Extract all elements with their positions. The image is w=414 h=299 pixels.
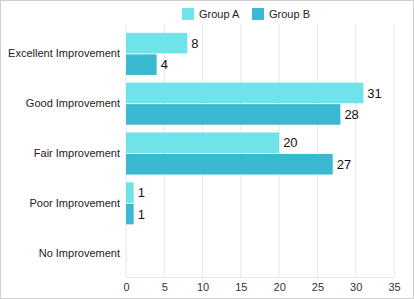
legend-item: Group A bbox=[182, 8, 240, 20]
grid-line bbox=[394, 24, 395, 277]
y-tick-label: Good Improvement bbox=[26, 97, 120, 109]
x-tick: 25 bbox=[312, 277, 324, 293]
legend-swatch bbox=[182, 8, 194, 20]
legend-label: Group A bbox=[199, 8, 240, 20]
x-tick-label: 35 bbox=[388, 281, 400, 293]
grid-line bbox=[317, 24, 318, 277]
bar bbox=[126, 132, 279, 153]
frame bbox=[1, 1, 414, 299]
data-labels: 8 31 20 1 4 28 27 1 bbox=[138, 36, 382, 222]
y-tick-label: Excellent Improvement bbox=[8, 47, 120, 59]
bar bbox=[126, 154, 333, 175]
y-tick-label: Poor Improvement bbox=[30, 197, 120, 209]
x-tick: 0 bbox=[123, 277, 129, 293]
x-tick: 35 bbox=[388, 277, 400, 293]
x-axis-line bbox=[127, 277, 395, 278]
y-tick: Fair Improvement bbox=[34, 147, 126, 159]
data-label: 20 bbox=[283, 135, 297, 150]
legend-item: Group B bbox=[252, 8, 310, 20]
y-tick: No Improvement bbox=[39, 247, 126, 259]
x-tick: 5 bbox=[162, 277, 168, 293]
bars bbox=[126, 33, 363, 224]
y-tick-label: Fair Improvement bbox=[34, 147, 120, 159]
y-tick-label: No Improvement bbox=[39, 247, 120, 259]
data-label: 4 bbox=[161, 57, 168, 72]
legend: Group A Group B bbox=[182, 8, 310, 20]
x-tick-label: 0 bbox=[123, 281, 129, 293]
x-tick-label: 30 bbox=[350, 281, 362, 293]
y-tick: Poor Improvement bbox=[30, 197, 126, 209]
x-axis: 0 5 10 15 20 25 30 35 bbox=[123, 277, 400, 293]
y-tick: Excellent Improvement bbox=[8, 47, 126, 59]
x-tick: 10 bbox=[197, 277, 209, 293]
bar bbox=[126, 204, 134, 225]
grid bbox=[126, 24, 394, 277]
legend-label: Group B bbox=[269, 8, 310, 20]
chart: 0 5 10 15 20 25 30 35 Excellent Improvement Good … bbox=[0, 0, 414, 299]
x-tick: 20 bbox=[274, 277, 286, 293]
data-label: 1 bbox=[138, 185, 145, 200]
data-label: 28 bbox=[344, 107, 358, 122]
bar bbox=[126, 182, 134, 203]
y-axis: Excellent Improvement Good Improvement Fai… bbox=[8, 47, 126, 258]
y-tick: Good Improvement bbox=[26, 97, 126, 109]
x-tick: 15 bbox=[235, 277, 247, 293]
x-tick: 30 bbox=[350, 277, 362, 293]
bar bbox=[126, 104, 340, 125]
data-label: 27 bbox=[337, 157, 351, 172]
x-tick-label: 25 bbox=[312, 281, 324, 293]
grid-line bbox=[355, 24, 356, 277]
x-tick-label: 10 bbox=[197, 281, 209, 293]
data-label: 31 bbox=[367, 86, 381, 101]
bar bbox=[126, 83, 363, 104]
x-tick-label: 20 bbox=[274, 281, 286, 293]
bar bbox=[126, 33, 187, 54]
legend-swatch bbox=[252, 8, 264, 20]
data-label: 1 bbox=[138, 207, 145, 222]
x-tick-label: 15 bbox=[235, 281, 247, 293]
x-tick-label: 5 bbox=[162, 281, 168, 293]
bar bbox=[126, 54, 157, 75]
data-label: 8 bbox=[191, 36, 198, 51]
